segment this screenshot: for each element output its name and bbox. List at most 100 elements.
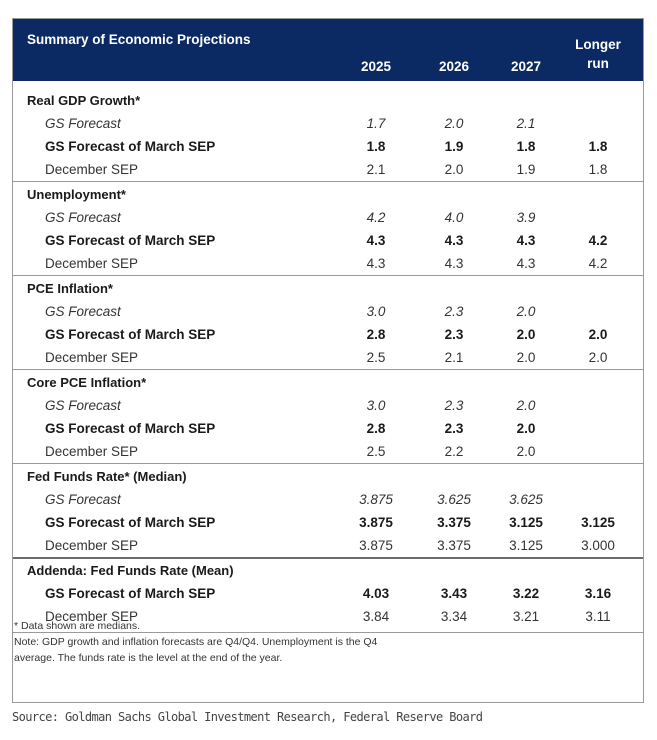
cell-value: 2.2 [444,444,464,459]
cell-value: 3.43 [440,586,468,601]
cell-value: 4.2 [588,233,608,248]
section-heading: Core PCE Inflation* [13,371,643,394]
note-medians: * Data shown are medians. [14,620,141,632]
cell-value: 4.2 [366,210,386,225]
note-q4: Note: GDP growth and inflation forecasts… [14,636,378,648]
table-row: GS Forecast 3.0 2.3 2.0 [13,394,643,417]
row-label: December SEP [45,350,139,365]
cell-value: 4.0 [444,210,464,225]
cell-value: 2.8 [366,327,386,342]
row-label: GS Forecast [45,116,121,131]
cell-value: 2.3 [444,398,464,413]
table-row: December SEP 3.84 3.34 3.21 3.11 [13,605,643,628]
cell-value: 3.11 [585,609,611,624]
cell-value: 4.3 [366,256,386,271]
cell-value: 2.0 [516,304,536,319]
section-divider [13,181,643,182]
section-heading: Real GDP Growth* [13,89,643,112]
cell-value: 2.0 [516,398,536,413]
table-row: GS Forecast of March SEP 4.3 4.3 4.3 4.2 [13,229,643,252]
cell-value: 2.0 [588,327,608,342]
cell-value: 3.34 [440,609,468,624]
cell-value: 3.0 [366,398,386,413]
cell-value: 2.5 [366,444,386,459]
column-header-2027: 2027 [510,59,542,74]
table-row: GS Forecast 3.0 2.3 2.0 [13,300,643,323]
column-header-2026: 2026 [438,59,470,74]
cell-value: 3.875 [359,515,393,530]
column-header-longer-run: Longer run [575,37,621,71]
cell-value: 2.3 [444,327,464,342]
cell-value: 3.375 [437,538,471,553]
notes-divider [13,632,643,633]
row-label: GS Forecast [45,398,121,413]
cell-value: 2.3 [444,421,464,436]
cell-value: 2.8 [366,421,386,436]
table-row: December SEP 4.3 4.3 4.3 4.2 [13,252,643,275]
cell-value: 4.03 [362,586,390,601]
row-label: GS Forecast of March SEP [45,139,216,154]
cell-value: 1.8 [588,162,608,177]
row-label: December SEP [45,256,139,271]
cell-value: 2.1 [444,350,464,365]
source-line: Source: Goldman Sachs Global Investment … [12,710,483,724]
row-label: GS Forecast of March SEP [45,515,216,530]
cell-value: 4.3 [444,233,464,248]
table-row: GS Forecast of March SEP 3.875 3.375 3.125 3… [13,511,643,534]
cell-value: 1.8 [516,139,536,154]
section-divider [13,275,643,276]
section-divider [13,369,643,370]
cell-value: 2.3 [444,304,464,319]
projections-table: Summary of Economic Projections 2025 202… [12,18,644,703]
cell-value: 3.9 [516,210,536,225]
row-label: GS Forecast [45,492,121,507]
cell-value: 3.0 [366,304,386,319]
cell-value: 2.1 [366,162,386,177]
cell-value: 1.7 [366,116,386,131]
section-title: Unemployment* [27,187,126,202]
row-label: December SEP [45,609,139,624]
cell-value: 3.875 [359,538,393,553]
cell-value: 3.000 [581,538,615,553]
section-title: Fed Funds Rate* (Median) [27,469,187,484]
cell-value: 3.125 [509,538,543,553]
cell-value: 2.0 [516,327,536,342]
table-title: Summary of Economic Projections [27,32,251,47]
cell-value: 1.8 [366,139,386,154]
section-title: Real GDP Growth* [27,93,141,108]
table-row: GS Forecast 3.875 3.625 3.625 [13,488,643,511]
cell-value: 4.3 [516,233,536,248]
section-heading: Fed Funds Rate* (Median) [13,465,643,488]
section-divider [13,557,643,559]
table-notes: * Data shown are medians. Note: GDP grow… [14,618,614,666]
row-label: December SEP [45,538,139,553]
column-header-2025: 2025 [360,59,392,74]
cell-value: 2.5 [366,350,386,365]
table-row: GS Forecast 1.7 2.0 2.1 [13,112,643,135]
section-heading: Addenda: Fed Funds Rate (Mean) [13,559,643,582]
table-row: December SEP 3.875 3.375 3.125 3.000 [13,534,643,557]
cell-value: 4.3 [444,256,464,271]
table-row: GS Forecast of March SEP 2.8 2.3 2.0 [13,417,643,440]
row-label: GS Forecast [45,210,121,225]
table-row: GS Forecast of March SEP 4.03 3.43 3.22 3.16 [13,582,643,605]
cell-value: 4.3 [516,256,536,271]
section-heading: PCE Inflation* [13,277,643,300]
table-row: GS Forecast of March SEP 2.8 2.3 2.0 2.0 [13,323,643,346]
table-row: December SEP 2.1 2.0 1.9 1.8 [13,158,643,181]
cell-value: 1.9 [444,139,464,154]
cell-value: 1.9 [516,162,536,177]
cell-value: 2.0 [516,421,536,436]
section-title: Addenda: Fed Funds Rate (Mean) [27,563,234,578]
row-label: GS Forecast of March SEP [45,586,216,601]
table-row: December SEP 2.5 2.2 2.0 [13,440,643,463]
cell-value: 2.0 [444,162,464,177]
cell-value: 3.22 [512,586,540,601]
table-row: December SEP 2.5 2.1 2.0 2.0 [13,346,643,369]
row-label: GS Forecast of March SEP [45,327,216,342]
table-row: GS Forecast 4.2 4.0 3.9 [13,206,643,229]
cell-value: 2.0 [444,116,464,131]
cell-value: 2.0 [516,350,536,365]
cell-value: 3.16 [584,586,612,601]
cell-value: 4.3 [366,233,386,248]
